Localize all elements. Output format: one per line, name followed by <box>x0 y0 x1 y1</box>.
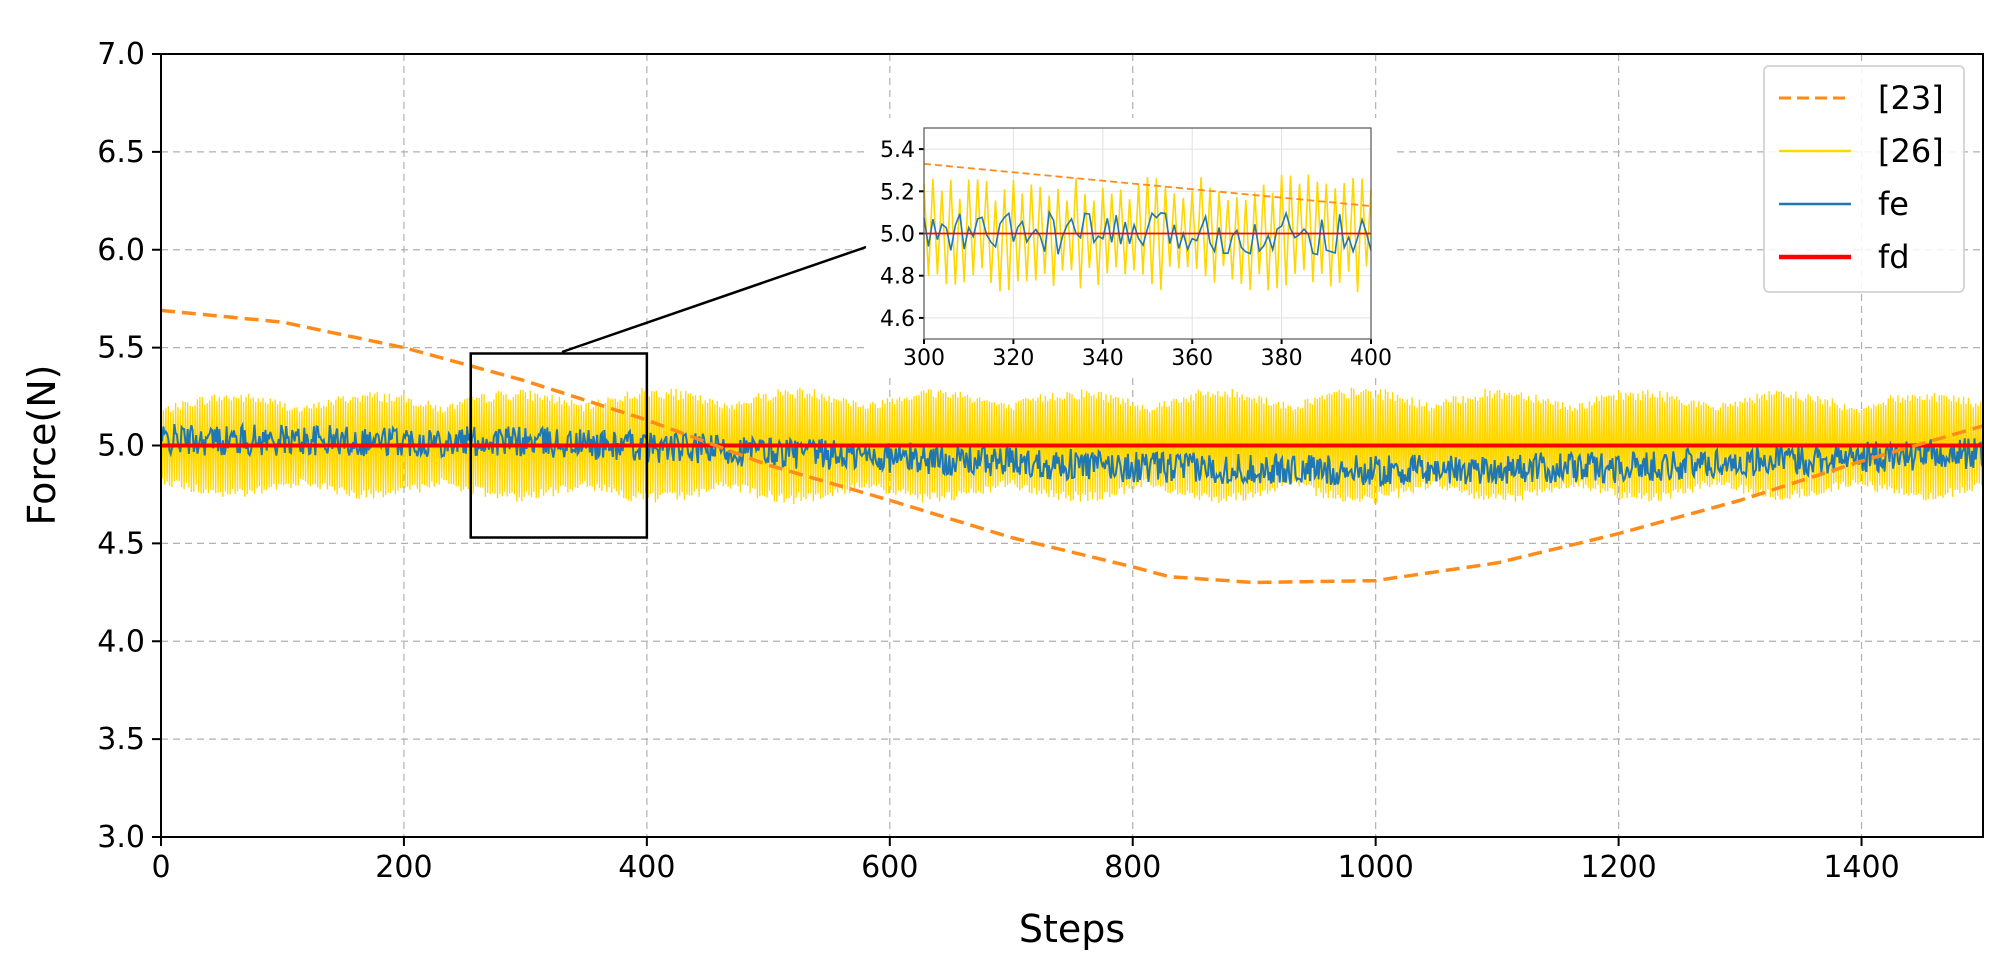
legend-frame <box>1763 65 1965 293</box>
y-tick-label: 5.0 <box>97 429 145 464</box>
inset-series-fe-line <box>923 209 1372 256</box>
inset-y-tick-label: 4.8 <box>880 265 915 290</box>
x-tick-label: 400 <box>618 850 675 885</box>
inset-zoom-plot: 300 320 340 360 380 400 4.6 4.8 5.0 5.2 5.4 <box>866 118 1393 377</box>
x-axis-label: Steps <box>1019 907 1125 951</box>
legend-label-2: fe <box>1878 185 1909 223</box>
x-tick-label: 1000 <box>1337 850 1413 885</box>
y-tick-label: 3.5 <box>97 722 145 757</box>
legend-label-1: [26] <box>1878 132 1944 170</box>
x-tick-label: 600 <box>861 850 918 885</box>
main-series-layer <box>160 308 1984 585</box>
series-23-line <box>160 308 1984 585</box>
inset-series-23-line <box>923 162 1372 207</box>
y-tick-label: 6.5 <box>97 135 145 170</box>
series-26-line <box>160 387 1984 505</box>
inset-x-tick-label: 300 <box>903 346 945 371</box>
x-tick-label: 200 <box>375 850 432 885</box>
legend-label-3: fd <box>1878 238 1910 276</box>
y-tick-label: 7.0 <box>97 37 145 72</box>
inset-x-tick-label: 320 <box>992 346 1034 371</box>
inset-series-26-line <box>923 174 1372 293</box>
zoom-box <box>469 352 649 539</box>
zoom-connector-line <box>561 243 873 354</box>
zoom-indicator <box>469 243 873 539</box>
inset-y-tick-label: 5.0 <box>880 223 915 248</box>
x-tick-label: 800 <box>1104 850 1161 885</box>
legend-label-0: [23] <box>1878 79 1944 117</box>
series-fe-line <box>160 421 1984 487</box>
inset-x-tick-label: 340 <box>1082 346 1124 371</box>
inset-frame <box>923 127 1372 340</box>
x-tick-label: 1200 <box>1580 850 1656 885</box>
y-axis-label: Force(N) <box>20 365 64 526</box>
y-tick-label: 3.0 <box>97 820 145 855</box>
legend: [23] [26] fe fd <box>1763 65 1965 293</box>
y-tick-label: 4.5 <box>97 526 145 561</box>
inset-x-tick-label: 360 <box>1171 346 1213 371</box>
main-ticks: 0 200 400 600 800 1000 1200 1400 3.0 3.5 4.0 4.5 5.0… <box>97 37 1899 885</box>
inset-x-tick-label: 400 <box>1350 346 1392 371</box>
y-tick-label: 4.0 <box>97 624 145 659</box>
y-tick-label: 6.0 <box>97 233 145 268</box>
inset-y-tick-label: 5.2 <box>880 180 915 205</box>
inset-y-tick-label: 4.6 <box>880 307 915 332</box>
inset-x-tick-label: 380 <box>1261 346 1303 371</box>
x-tick-label: 1400 <box>1823 850 1899 885</box>
y-tick-label: 5.5 <box>97 331 145 366</box>
x-tick-label: 0 <box>151 850 170 885</box>
inset-y-tick-label: 5.4 <box>880 138 915 163</box>
